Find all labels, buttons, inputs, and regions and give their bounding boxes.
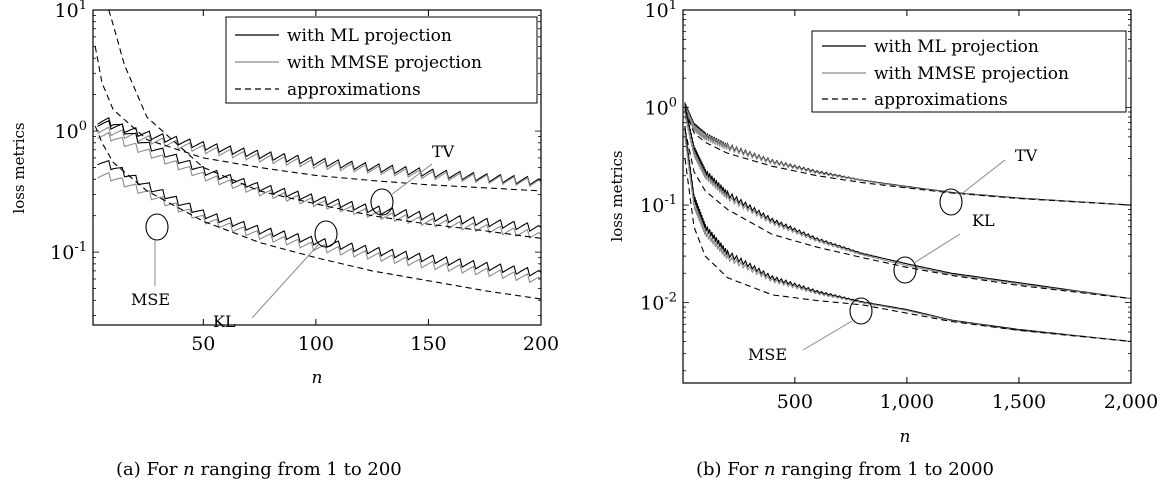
y-tick-label-b: 10-1 [640, 193, 677, 217]
legend-label-mmse-b: with MMSE projection [874, 64, 1069, 84]
annotation-tv-b: TV [939, 146, 1038, 216]
y-tick-label-b: 10-2 [640, 291, 677, 315]
y-tick-label-b: 100 [645, 96, 677, 120]
annotation-leader-mse-b [802, 320, 853, 351]
caption-a: (a) For n ranging from 1 to 200 [116, 459, 402, 480]
legend-a: with ML projection with MMSE projection … [225, 16, 538, 104]
annotation-kl-b: KL [893, 211, 995, 284]
series-mse-ml-a [97, 160, 541, 277]
series-mse-approx-a [94, 125, 541, 300]
annotation-mse-b: MSE [748, 297, 873, 364]
x-tick-label-a: 200 [523, 333, 559, 355]
x-tick-label-a: 100 [298, 333, 334, 355]
annotation-leader-tv-a [390, 163, 433, 196]
series-kl-mmse-b [684, 111, 1131, 300]
annotation-ellipse-tv-b [939, 188, 963, 216]
legend-label-ml-b: with ML projection [874, 37, 1039, 57]
series-group-a [94, 10, 541, 300]
series-mse-mmse-b [684, 133, 1131, 342]
x-tick-label-a: 50 [191, 333, 215, 355]
legend-b: with ML projection with MMSE projection … [811, 30, 1127, 113]
annotation-ellipse-mse-a [145, 213, 169, 241]
x-tick-label-a: 150 [410, 333, 446, 355]
x-tick-label-b: 1,500 [992, 391, 1046, 413]
y-tick-label-b: 101 [645, 0, 677, 22]
ticks-b: 500 1,000 1,500 2,000 10-2 10-1 100 101 [640, 0, 1158, 413]
annotation-ellipse-kl-b [893, 256, 917, 284]
y-tick-label-a: 101 [55, 0, 87, 22]
annotation-ellipse-kl-a [314, 220, 338, 248]
annotation-mse-a: MSE [131, 213, 170, 309]
series-kl-ml-a [97, 116, 541, 232]
legend-label-approx-a: approximations [287, 80, 421, 100]
annotation-text-kl-a: KL [213, 312, 236, 331]
x-axis-label-b: n [900, 427, 911, 447]
legend-label-ml-a: with ML projection [287, 26, 452, 46]
annotation-kl-a: KL [213, 220, 338, 331]
annotation-text-tv-a: TV [432, 142, 455, 161]
chart-panel-b: 500 1,000 1,500 2,000 10-2 10-1 100 101 loss me… [608, 0, 1158, 480]
series-kl-approx-b [684, 129, 1131, 300]
series-tv-approx-b [684, 109, 1131, 206]
annotation-leader-kl-b [913, 233, 961, 264]
annotation-text-kl-b: KL [972, 211, 995, 230]
annotation-text-mse-a: MSE [131, 290, 170, 309]
y-tick-label-a: 10-1 [50, 240, 87, 264]
y-axis-label-b: loss metrics [608, 150, 626, 241]
annotation-leader-kl-a [251, 243, 320, 319]
series-mse-approx-b [684, 158, 1131, 342]
legend-label-approx-b: approximations [874, 90, 1008, 110]
x-tick-label-b: 500 [777, 391, 813, 413]
annotation-ellipse-mse-b [849, 297, 873, 325]
ticks-a: 50 100 150 200 10-1 100 101 [50, 0, 559, 355]
series-mse-ml-b [684, 125, 1131, 342]
series-tv-ml-b [684, 102, 1131, 206]
x-tick-label-b: 2,000 [1104, 391, 1158, 413]
x-axis-label-a: n [312, 368, 323, 388]
caption-b: (b) For n ranging from 1 to 2000 [696, 459, 994, 480]
annotation-text-tv-b: TV [1015, 146, 1038, 165]
y-axis-label-a: loss metrics [10, 122, 28, 213]
series-group-b [684, 102, 1131, 342]
plot-area-b [684, 102, 1131, 342]
annotation-ellipse-tv-a [370, 188, 394, 216]
y-tick-label-a: 100 [55, 119, 87, 143]
plot-area-a [94, 10, 541, 300]
chart-panel-a: 50 100 150 200 10-1 100 101 loss metrics n wit… [10, 0, 559, 480]
series-tv-ml-a [97, 119, 541, 186]
legend-label-mmse-a: with MMSE projection [287, 53, 482, 73]
annotation-leader-tv-b [959, 159, 1006, 196]
series-kl-approx-a [108, 10, 541, 239]
series-kl-mmse-a [97, 131, 541, 239]
x-tick-label-b: 1,000 [880, 391, 934, 413]
series-tv-mmse-a [97, 126, 541, 187]
series-kl-ml-b [684, 104, 1131, 300]
annotation-tv-a: TV [370, 142, 455, 216]
annotation-text-mse-b: MSE [748, 345, 787, 364]
